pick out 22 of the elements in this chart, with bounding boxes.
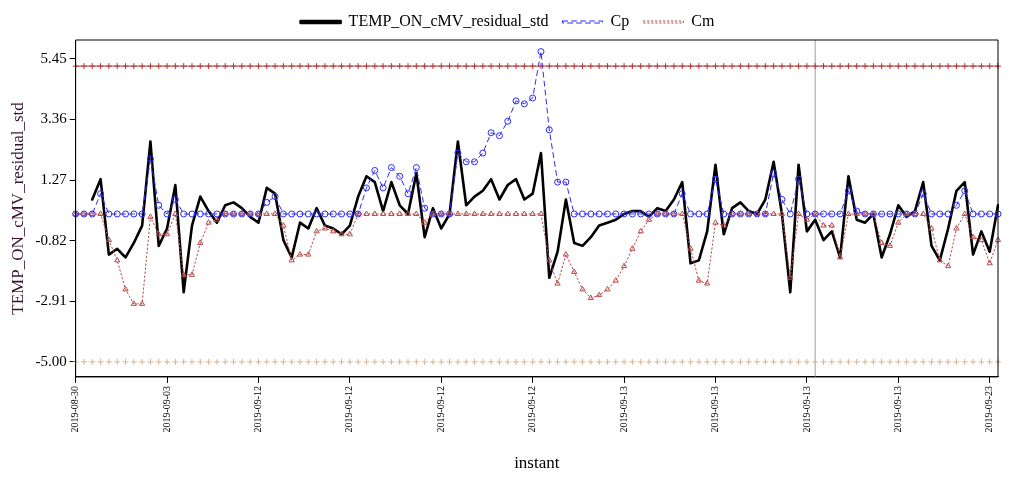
x-tick-label: 2019-09-13 [800, 385, 812, 433]
y-tick-label: 5.45 [40, 49, 67, 66]
x-tick-label: 2019-09-13 [709, 385, 721, 433]
x-tick-label: 2019-09-12 [252, 385, 264, 433]
x-tick-label: 2019-09-23 [983, 385, 995, 433]
x-tick-label: 2019-09-12 [434, 385, 446, 433]
y-tick-label: 3.36 [40, 110, 68, 127]
legend-label: Cp [610, 12, 630, 31]
x-tick-label: 2019-08-30 [69, 385, 81, 433]
x-tick-label: 2019-09-03 [160, 385, 172, 433]
y-tick-label: -5.00 [35, 352, 67, 369]
legend-label: Cm [691, 12, 715, 30]
x-tick-label: 2019-09-13 [617, 385, 629, 433]
y-axis-title: TEMP_ON_cMV_residual_std [7, 101, 27, 315]
x-tick-label: 2019-09-12 [343, 385, 355, 433]
x-tick-label: 2019-09-13 [891, 385, 903, 433]
x-axis-title: instant [514, 453, 560, 473]
y-tick-label: -0.82 [35, 231, 67, 248]
x-tick-label: 2019-09-12 [526, 385, 538, 433]
legend-label: TEMP_ON_cMV_residual_std [348, 12, 549, 30]
y-tick-label: 1.27 [40, 170, 68, 187]
y-tick-label: -2.91 [35, 292, 67, 309]
